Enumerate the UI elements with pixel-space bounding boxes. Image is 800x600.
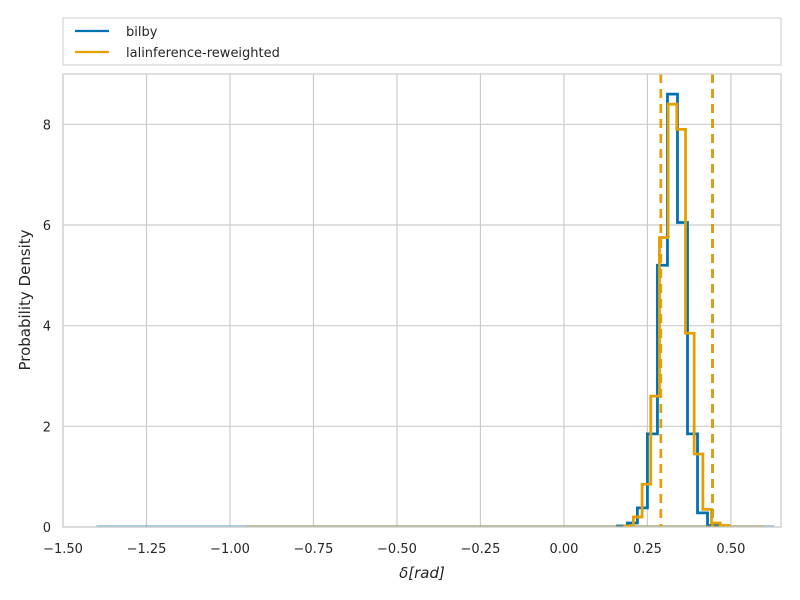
plot-frame [62, 73, 782, 528]
quantile-lines [659, 74, 714, 527]
y-axis-label: Probability Density [16, 229, 34, 370]
histogram-step [623, 102, 731, 528]
y-tick-label: 0 [43, 521, 51, 536]
y-tick-label: 2 [43, 420, 51, 435]
x-tick-label: −0.50 [377, 542, 417, 557]
x-tick-labels: −1.50 −1.25 −1.00 −0.75 −0.50 −0.25 0.00 0.25 0.… [43, 542, 745, 557]
series-0 [96, 92, 775, 528]
x-tick-label: −0.75 [294, 542, 334, 557]
legend: bilby lalinference-reweighted [62, 17, 782, 66]
legend-entry: bilby [126, 25, 158, 40]
x-tick-label: −1.50 [43, 542, 83, 557]
series-1 [246, 102, 765, 528]
y-tick-label: 4 [43, 320, 51, 335]
y-tick-label: 6 [43, 219, 51, 234]
x-tick-label: −0.25 [461, 542, 501, 557]
x-axis-label: δ[rad] [399, 564, 445, 582]
y-tick-label: 8 [43, 118, 51, 133]
x-tick-label: 0.50 [716, 542, 745, 557]
histogram-series [96, 92, 775, 528]
legend-frame [62, 17, 782, 66]
x-tick-label: −1.25 [127, 542, 167, 557]
grid [62, 74, 781, 528]
y-tick-labels: 0 2 4 6 8 [43, 118, 51, 536]
x-tick-label: 0.25 [633, 542, 662, 557]
x-tick-label: 0.00 [549, 542, 578, 557]
x-tick-label: −1.00 [210, 542, 250, 557]
legend-entry: lalinference-reweighted [126, 46, 280, 61]
